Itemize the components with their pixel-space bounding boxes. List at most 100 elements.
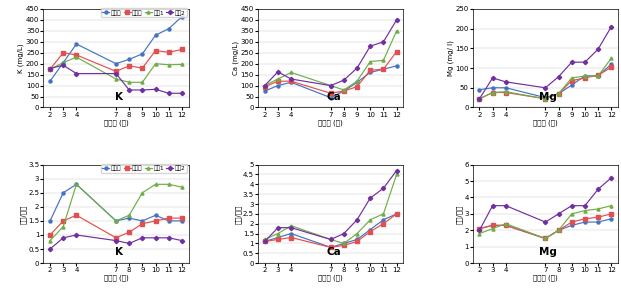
그대단 — [274, 236, 282, 239]
Legend: 그대단, 일반액, 수정1, 수정2: 그대단, 일반액, 수정1, 수정2 — [101, 8, 188, 17]
일반액 — [502, 224, 510, 227]
일반액 — [274, 80, 282, 83]
Text: K: K — [115, 91, 123, 102]
그대단 — [555, 92, 562, 95]
그대단 — [112, 219, 120, 223]
수정2 — [379, 187, 387, 190]
그대단 — [60, 191, 67, 195]
Line: 수정1: 수정1 — [263, 173, 398, 245]
그대단 — [366, 228, 374, 231]
수정2 — [476, 97, 483, 100]
Line: 수정1: 수정1 — [263, 29, 398, 91]
일반액 — [476, 97, 483, 100]
일반액 — [288, 80, 295, 83]
수정1 — [366, 218, 374, 222]
수정2 — [502, 80, 510, 84]
일반액 — [327, 245, 334, 249]
그대단 — [555, 228, 562, 232]
그대단 — [60, 61, 67, 64]
수정2 — [178, 91, 186, 95]
일반액 — [393, 50, 401, 54]
수정2 — [47, 247, 54, 251]
수정2 — [327, 84, 334, 87]
수정1 — [594, 74, 602, 78]
수정2 — [178, 239, 186, 242]
수정1 — [178, 185, 186, 189]
일반액 — [327, 91, 334, 95]
일반액 — [47, 233, 54, 237]
수정1 — [379, 212, 387, 216]
그대단 — [288, 80, 295, 84]
그대단 — [165, 219, 173, 223]
수정2 — [152, 88, 159, 91]
일반액 — [340, 244, 348, 247]
수정1 — [138, 191, 146, 195]
Line: 그대단: 그대단 — [48, 15, 183, 83]
수정1 — [393, 173, 401, 176]
그대단 — [125, 57, 133, 61]
일반액 — [366, 68, 374, 72]
수정2 — [607, 176, 615, 179]
일반액 — [274, 238, 282, 241]
수정2 — [607, 25, 615, 28]
수정1 — [327, 238, 334, 241]
수정2 — [165, 236, 173, 239]
Line: 그대단: 그대단 — [48, 183, 183, 222]
일반액 — [581, 76, 589, 80]
일반액 — [125, 230, 133, 234]
일반액 — [112, 70, 120, 73]
일반액 — [555, 228, 562, 232]
수정2 — [366, 44, 374, 48]
Y-axis label: K (mg/L): K (mg/L) — [18, 43, 24, 73]
수정1 — [73, 55, 80, 59]
수정1 — [288, 224, 295, 228]
그대단 — [594, 74, 602, 78]
일반액 — [60, 219, 67, 223]
일반액 — [112, 236, 120, 239]
그대단 — [476, 88, 483, 91]
일반액 — [73, 53, 80, 57]
수정1 — [274, 232, 282, 235]
그대단 — [607, 62, 615, 66]
수정2 — [274, 226, 282, 229]
수정2 — [112, 239, 120, 242]
수정2 — [60, 63, 67, 67]
수정2 — [568, 60, 576, 64]
수정2 — [112, 72, 120, 75]
수정1 — [73, 182, 80, 186]
Line: 그대단: 그대단 — [263, 212, 398, 249]
수정1 — [353, 232, 361, 235]
수정1 — [581, 74, 589, 78]
수정2 — [138, 88, 146, 92]
Legend: 그대단, 일반액, 수정1, 수정2: 그대단, 일반액, 수정1, 수정2 — [101, 164, 188, 173]
수정1 — [594, 207, 602, 211]
일반액 — [393, 212, 401, 216]
수정2 — [379, 40, 387, 44]
수정2 — [261, 240, 268, 243]
일반액 — [138, 222, 146, 225]
수정1 — [353, 80, 361, 83]
X-axis label: 정식후 (주): 정식후 (주) — [533, 119, 558, 126]
수정2 — [261, 84, 268, 87]
일반액 — [581, 217, 589, 221]
일반액 — [353, 240, 361, 243]
일반액 — [47, 67, 54, 71]
수정2 — [489, 204, 496, 208]
수정2 — [165, 91, 173, 95]
일반액 — [607, 65, 615, 69]
Line: 수정1: 수정1 — [48, 183, 183, 242]
일반액 — [489, 224, 496, 227]
일반액 — [379, 222, 387, 225]
수정1 — [568, 76, 576, 80]
수정1 — [261, 238, 268, 241]
수정1 — [288, 71, 295, 74]
수정2 — [581, 60, 589, 64]
일반액 — [353, 85, 361, 89]
수정2 — [125, 88, 133, 92]
수정2 — [594, 187, 602, 191]
일반액 — [261, 85, 268, 89]
수정2 — [393, 18, 401, 22]
Line: 일반액: 일반액 — [478, 212, 613, 240]
일반액 — [73, 213, 80, 217]
수정1 — [489, 91, 496, 94]
